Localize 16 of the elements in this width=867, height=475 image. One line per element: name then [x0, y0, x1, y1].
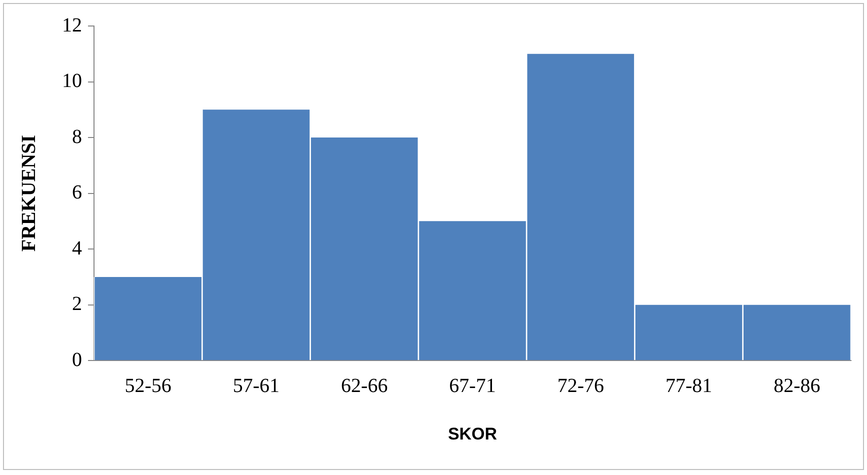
- y-tick-label: 10: [62, 70, 82, 92]
- x-tick-label: 82-86: [774, 374, 820, 397]
- y-tick-label: 6: [72, 182, 82, 204]
- x-tick-label: 52-56: [124, 374, 172, 397]
- x-tick-label: 57-61: [232, 374, 280, 397]
- y-tick-label: 2: [72, 293, 82, 316]
- y-axis-title: FREKUENSI: [18, 134, 40, 252]
- x-tick-label: 62-66: [341, 374, 388, 397]
- x-tick-label: 77-81: [665, 374, 712, 397]
- y-tick-label: 0: [72, 348, 82, 371]
- x-tick-label: 72-76: [557, 374, 604, 397]
- x-axis-title: SKOR: [448, 424, 498, 444]
- y-tick-label: 12: [62, 14, 82, 36]
- y-tick-label: 8: [72, 126, 82, 148]
- x-tick-label: 67-71: [449, 374, 496, 397]
- y-tick-label: 4: [72, 237, 82, 260]
